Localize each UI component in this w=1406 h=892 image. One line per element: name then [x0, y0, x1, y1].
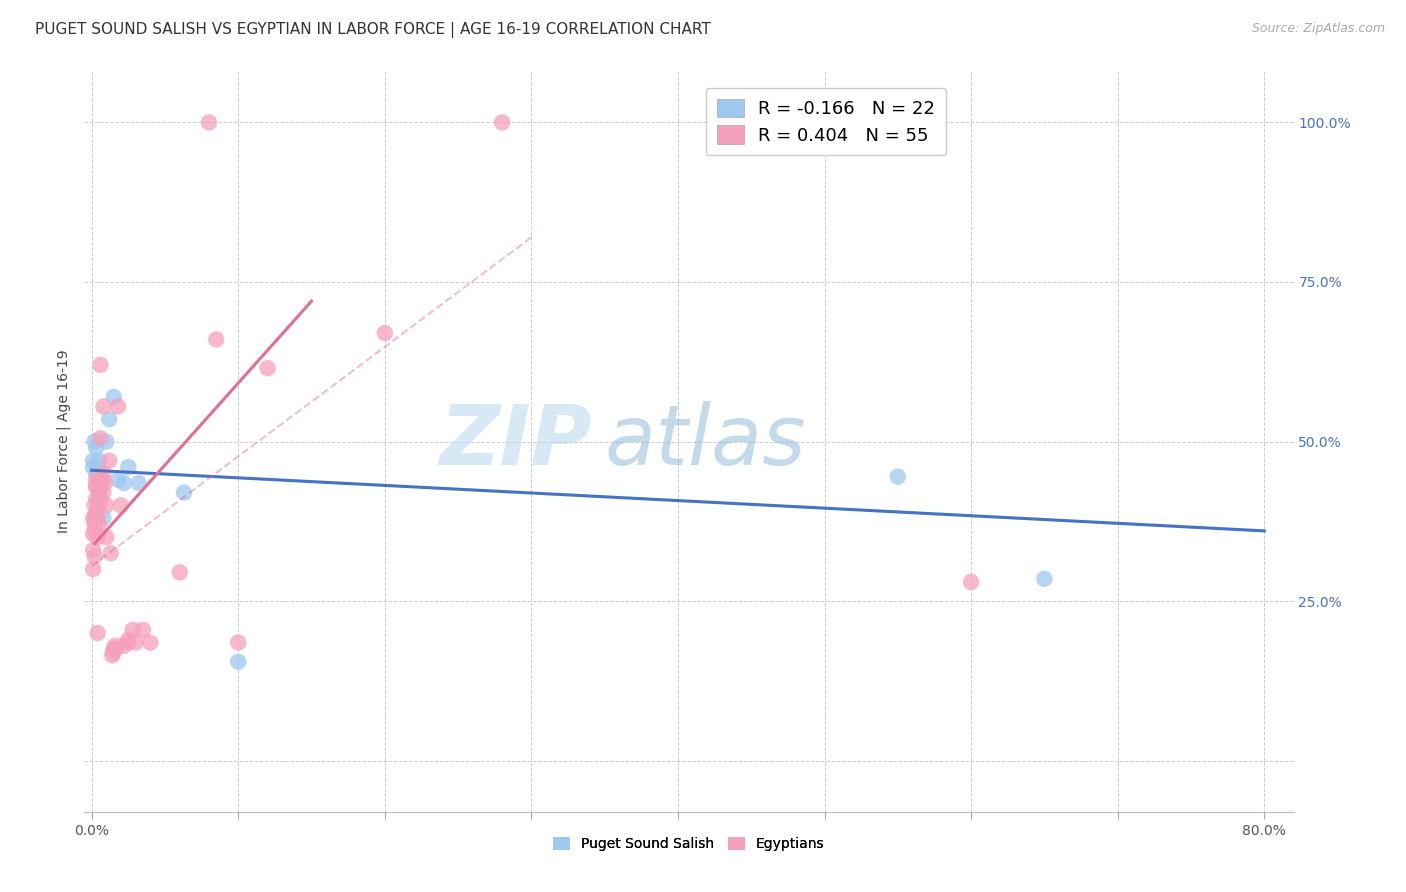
Point: [87, 499, 110, 513]
Point: [86, 626, 108, 640]
Point: [82, 562, 104, 576]
Point: [83, 434, 105, 449]
Point: [91, 473, 114, 487]
Point: [89, 358, 111, 372]
Point: [94, 476, 117, 491]
Point: [84, 473, 107, 487]
Point: [87, 476, 110, 491]
Point: [86, 463, 108, 477]
Point: [96, 530, 118, 544]
Point: [82, 460, 104, 475]
Point: [110, 499, 132, 513]
Point: [93, 400, 115, 414]
Point: [121, 623, 143, 637]
Point: [96, 434, 118, 449]
Point: [226, 635, 249, 649]
Point: [103, 390, 125, 404]
Point: [82, 543, 104, 558]
Point: [83, 549, 105, 564]
Point: [960, 574, 983, 589]
Point: [112, 476, 135, 491]
Point: [117, 635, 139, 649]
Point: [139, 635, 162, 649]
Point: [173, 485, 195, 500]
Point: [101, 648, 124, 663]
Point: [198, 115, 221, 129]
Point: [117, 632, 139, 647]
Point: [104, 642, 127, 657]
Point: [84, 491, 107, 506]
Point: [83, 499, 105, 513]
Point: [104, 639, 127, 653]
Point: [103, 642, 125, 657]
Point: [84, 467, 107, 481]
Point: [107, 473, 129, 487]
Point: [132, 623, 155, 637]
Point: [87, 491, 110, 506]
Point: [98, 453, 121, 467]
Point: [93, 467, 115, 481]
Point: [84, 505, 107, 519]
Point: [91, 473, 114, 487]
Point: [256, 361, 278, 376]
Point: [89, 479, 111, 493]
Text: atlas: atlas: [605, 401, 806, 482]
Point: [128, 476, 150, 491]
Point: [96, 499, 118, 513]
Point: [374, 326, 396, 340]
Point: [124, 635, 146, 649]
Point: [87, 485, 110, 500]
Text: PUGET SOUND SALISH VS EGYPTIAN IN LABOR FORCE | AGE 16-19 CORRELATION CHART: PUGET SOUND SALISH VS EGYPTIAN IN LABOR …: [35, 22, 711, 38]
Point: [87, 453, 110, 467]
Point: [82, 527, 104, 541]
Point: [98, 412, 121, 426]
Point: [93, 485, 115, 500]
Point: [86, 530, 108, 544]
Point: [82, 511, 104, 525]
Point: [169, 566, 191, 580]
Point: [112, 639, 135, 653]
Y-axis label: In Labor Force | Age 16-19: In Labor Force | Age 16-19: [56, 350, 72, 533]
Point: [205, 333, 228, 347]
Point: [1033, 572, 1056, 586]
Point: [84, 479, 107, 493]
Point: [103, 645, 125, 659]
Text: ZIP: ZIP: [440, 401, 592, 482]
Point: [83, 511, 105, 525]
Point: [93, 511, 115, 525]
Point: [100, 546, 122, 560]
Point: [82, 453, 104, 467]
Point: [87, 517, 110, 532]
Point: [107, 400, 129, 414]
Point: [84, 479, 107, 493]
Point: [226, 655, 249, 669]
Point: [86, 511, 108, 525]
Point: [84, 441, 107, 455]
Point: [83, 524, 105, 538]
Legend: Puget Sound Salish, Egyptians: Puget Sound Salish, Egyptians: [548, 831, 830, 856]
Point: [89, 491, 111, 506]
Point: [117, 460, 139, 475]
Point: [89, 431, 111, 445]
Point: [491, 115, 513, 129]
Text: Source: ZipAtlas.com: Source: ZipAtlas.com: [1251, 22, 1385, 36]
Point: [83, 517, 105, 532]
Point: [887, 469, 910, 483]
